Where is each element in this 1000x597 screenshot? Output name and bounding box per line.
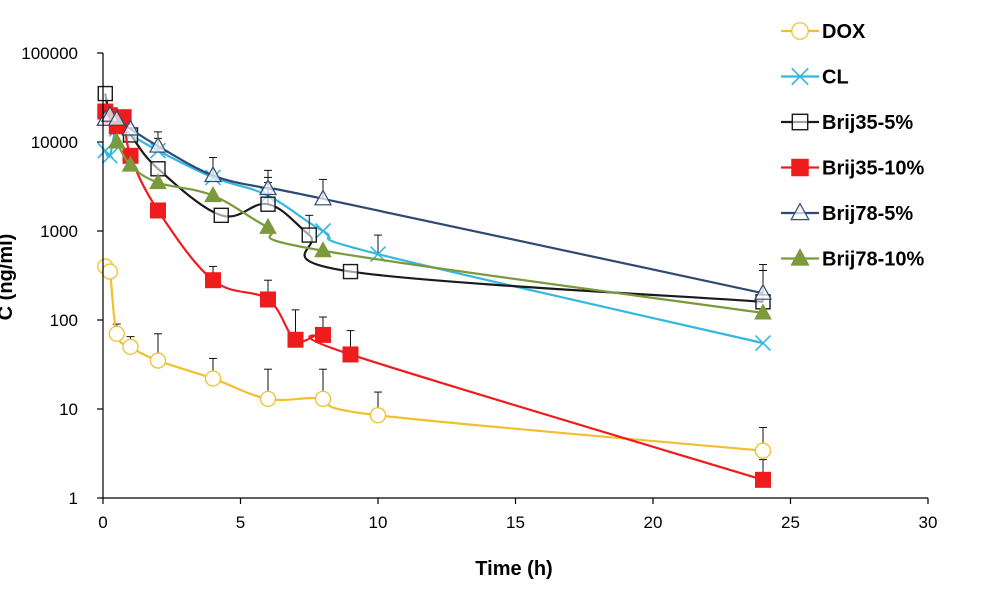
- marker-stroke: [314, 222, 332, 240]
- data-point: [287, 331, 304, 348]
- series-dox: [97, 258, 772, 459]
- data-point: [121, 155, 140, 172]
- data-point: [148, 136, 168, 153]
- legend-marker: [790, 202, 810, 221]
- data-point: [204, 186, 222, 203]
- y-tick-label: 10: [59, 400, 78, 419]
- x-tick-label: 5: [236, 513, 245, 532]
- data-point: [97, 85, 113, 102]
- y-tick-label: 1000: [40, 222, 78, 241]
- data-point: [149, 173, 167, 190]
- data-point: [205, 272, 221, 289]
- marker-stroke: [754, 335, 772, 352]
- data-point: [213, 207, 229, 224]
- data-point: [315, 326, 331, 343]
- x-tick-label: 10: [369, 513, 388, 532]
- legend-item: Brij35-5%: [781, 112, 913, 134]
- data-point: [259, 390, 277, 408]
- data-point: [101, 147, 118, 164]
- legend-label: Brij78-10%: [822, 249, 924, 271]
- data-point: [259, 217, 277, 234]
- data-point: [108, 325, 125, 342]
- legend-label: CL: [822, 67, 849, 89]
- data-point: [314, 222, 332, 240]
- legend-marker: [791, 113, 809, 131]
- data-point: [258, 178, 278, 196]
- legend-marker: [791, 22, 809, 40]
- marker-stroke: [101, 147, 118, 164]
- data-point: [314, 390, 332, 408]
- data-point: [203, 165, 223, 183]
- data-point: [301, 227, 317, 243]
- series-line: [104, 263, 764, 452]
- x-tick-label: 15: [506, 513, 525, 532]
- data-point: [314, 241, 332, 258]
- data-point: [313, 189, 333, 206]
- legend: DOX CL Brij35-5% Brij35-10% Brij78-5% Brij78-…: [781, 21, 924, 271]
- data-point: [122, 338, 139, 355]
- data-point: [260, 196, 276, 212]
- legend-label: DOX: [822, 21, 866, 43]
- data-point: [204, 370, 222, 387]
- y-axis-title: C (ng/ml): [0, 234, 17, 321]
- data-point: [369, 407, 387, 424]
- series-cl: [97, 120, 772, 352]
- data-point: [753, 283, 773, 300]
- legend-item: Brij35-10%: [781, 158, 924, 180]
- y-tick-label: 100000: [21, 44, 78, 63]
- data-point: [107, 109, 126, 126]
- marker-stroke: [791, 67, 809, 86]
- legend-label: Brij35-10%: [822, 158, 924, 180]
- legend-item: Brij78-10%: [781, 248, 924, 271]
- legend-label: Brij35-5%: [822, 112, 913, 134]
- legend-marker: [791, 67, 809, 86]
- data-point: [754, 335, 772, 352]
- y-tick-label: 100: [50, 311, 78, 330]
- x-tick-label: 25: [781, 513, 800, 532]
- series-brij78-5-: [96, 105, 773, 300]
- data-point: [754, 442, 772, 459]
- series-line: [104, 126, 764, 345]
- legend-item: Brij78-5%: [781, 202, 913, 225]
- data-point: [149, 352, 167, 369]
- y-tick-label: 10000: [31, 133, 78, 152]
- series-brij35-5-: [97, 85, 771, 310]
- plot-area: [96, 85, 773, 488]
- data-point: [342, 263, 359, 280]
- data-point: [101, 263, 119, 280]
- x-axis-title: Time (h): [475, 558, 552, 580]
- legend-item: DOX: [781, 21, 866, 43]
- x-tick-label: 30: [919, 513, 938, 532]
- legend-label: Brij78-5%: [822, 203, 913, 225]
- data-point: [150, 202, 166, 219]
- legend-marker: [791, 158, 809, 177]
- x-tick-label: 0: [98, 513, 107, 532]
- axes: 0 5 10 15 20 25 30 1 10 100 1000 10000 100000: [21, 44, 937, 532]
- data-point: [107, 132, 126, 149]
- data-point: [755, 471, 771, 488]
- x-tick-label: 20: [644, 513, 663, 532]
- legend-marker: [790, 248, 810, 266]
- y-tick-label: 1: [69, 489, 78, 508]
- data-point: [260, 291, 276, 308]
- data-point: [342, 346, 359, 363]
- data-point: [754, 303, 772, 320]
- series-brij78-10-: [107, 132, 772, 320]
- data-point: [121, 119, 140, 136]
- legend-item: CL: [781, 67, 849, 89]
